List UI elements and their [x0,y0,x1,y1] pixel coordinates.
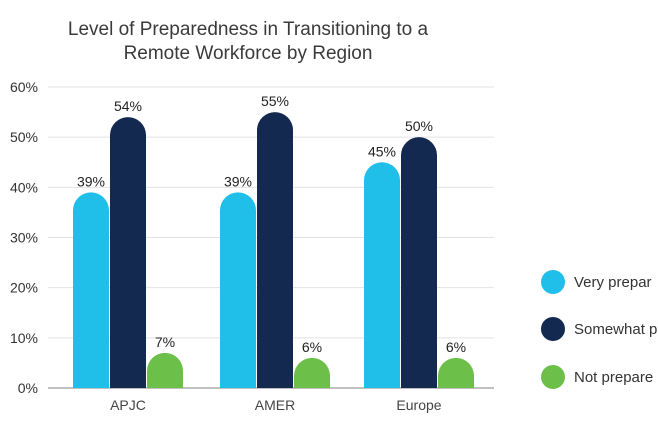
y-tick-label: 10% [10,330,38,346]
chart-title-line-1: Level of Preparedness in Transitioning t… [68,19,429,40]
data-label: 39% [77,173,105,189]
legend-swatch [541,365,565,389]
data-label: 6% [446,339,466,355]
y-tick-label: 60% [10,79,38,95]
data-label: 6% [302,339,322,355]
bar-apjc-not-prepared [147,352,183,388]
bar-europe-somewhat-prepared [401,137,437,388]
chart-title-line-2: Remote Workforce by Region [124,43,373,64]
data-label: 7% [155,334,175,350]
y-tick-label: 0% [18,380,38,396]
data-labels: 39% 39% 45% 54% 55% 50% 7% 6% 6% [77,93,466,355]
bar-amer-somewhat-prepared [257,112,293,389]
y-tick-label: 50% [10,129,38,145]
legend-label: Very prepar [574,274,652,291]
bar-europe-not-prepared [438,357,474,388]
data-label: 55% [261,93,289,109]
legend: Very prepar Somewhat p Not prepare [541,270,657,389]
bar-apjc-somewhat-prepared [110,117,146,388]
bar-amer-very-prepared [220,192,256,388]
y-tick-label: 30% [10,230,38,246]
x-axis-categories: APJC AMER Europe [110,397,442,413]
bar-amer-not-prepared [294,357,330,388]
x-category-label: AMER [255,397,295,413]
y-tick-label: 20% [10,280,38,296]
chart-title: Level of Preparedness in Transitioning t… [68,19,429,64]
x-category-label: Europe [396,397,441,413]
data-label: 54% [114,98,142,114]
bar-europe-very-prepared [364,162,400,388]
data-label: 39% [224,173,252,189]
data-label: 45% [368,143,396,159]
data-label: 50% [405,118,433,134]
legend-label: Somewhat p [574,321,657,338]
legend-swatch [541,270,565,294]
legend-label: Not prepare [574,369,653,386]
x-category-label: APJC [110,397,146,413]
y-axis-ticks: 0% 10% 20% 30% 40% 50% 60% [10,79,38,396]
bar-apjc-very-prepared [73,192,109,388]
y-tick-label: 40% [10,179,38,195]
bars [73,112,474,389]
legend-swatch [541,317,565,341]
